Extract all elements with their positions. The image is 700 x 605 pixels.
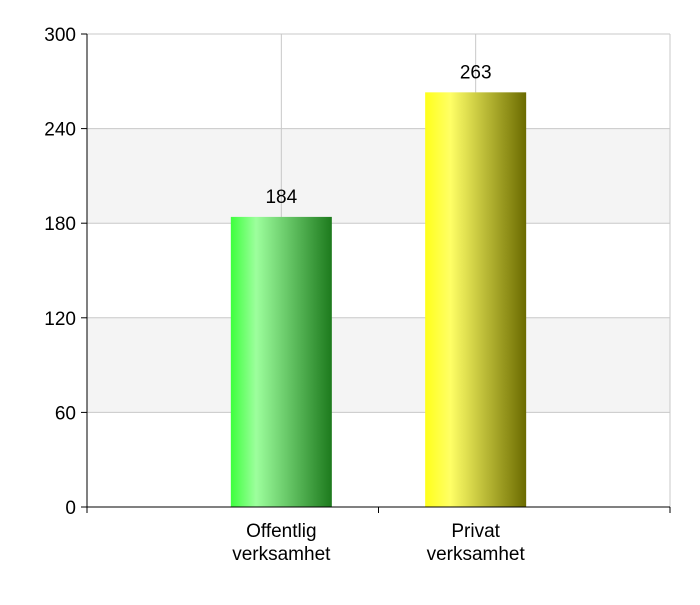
y-tick-label: 120 (44, 309, 76, 330)
data-label-0: 184 (265, 187, 297, 208)
grid-lines (87, 33, 671, 507)
bars (230, 92, 527, 508)
bar-0 (230, 216, 332, 508)
y-tick-label: 300 (44, 25, 76, 46)
background-band (87, 317, 670, 413)
y-tick-label: 180 (44, 214, 76, 235)
y-tick-label: 240 (44, 120, 76, 141)
x-category-label-1: Privat verksamhet (427, 521, 526, 565)
axes (81, 33, 671, 513)
y-tick-label: 60 (55, 403, 76, 424)
background-band (87, 128, 670, 224)
y-tick-label: 0 (65, 498, 76, 519)
plot-background-bands (87, 128, 670, 413)
labels: 184 263 0 60 120 180 240 300 Offentlig verksamhet… (44, 25, 525, 565)
bar-1 (425, 92, 527, 507)
data-label-1: 263 (460, 62, 492, 83)
x-category-label-0: Offentlig verksamhet (232, 521, 331, 565)
